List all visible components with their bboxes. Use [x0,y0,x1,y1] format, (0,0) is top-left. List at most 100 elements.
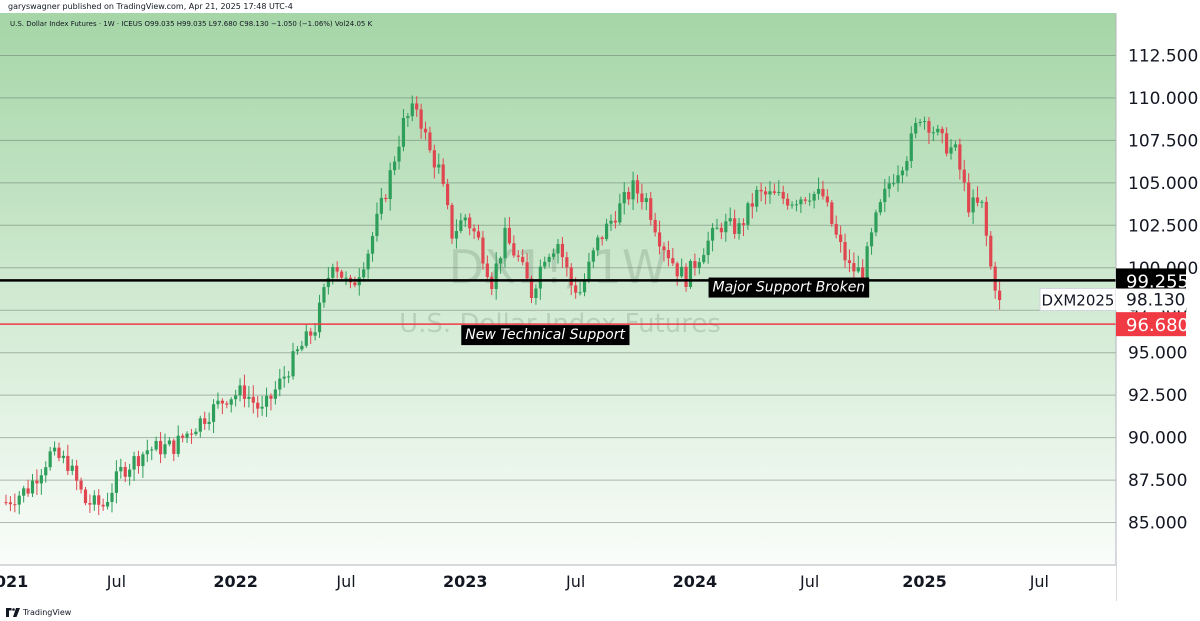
level-lines [0,279,1116,325]
price-labels: 99.255 96.680 DXM2025 98.130 [1039,268,1189,337]
candle [627,187,631,206]
x-tick-label: Jul [106,572,126,591]
candle [865,241,869,283]
candle [596,235,600,257]
candle [680,258,684,279]
candle [900,166,905,184]
candle [309,327,313,345]
candle [110,483,114,513]
candle [887,176,891,198]
x-tick-labels: 2021 Jul 2022 Jul 2023 Jul 2024 Jul 2025 Jul [0,572,1049,591]
candle [512,235,516,258]
candle [4,494,8,506]
candle [971,189,975,224]
new-support-price-tag [1116,312,1186,337]
y-tick-label: 107.500 [1128,131,1198,151]
candle [242,374,247,408]
candle [388,162,392,211]
candle [772,183,776,196]
candle [44,461,48,483]
candle [847,249,852,273]
x-tick-label: Jul [565,572,585,591]
candle [812,191,816,209]
candle [830,199,834,227]
candle [684,263,688,292]
x-tick-label: 2024 [673,572,718,591]
candle [768,181,772,204]
candle [282,365,286,388]
candle [521,249,525,266]
candle [79,477,83,494]
candle [468,213,472,236]
candle [291,342,295,380]
candle [905,156,909,177]
candle [52,441,57,456]
candle [207,412,211,431]
time-axis[interactable] [0,565,1116,601]
candle [247,385,251,408]
candle [922,116,927,130]
candle [697,257,701,275]
candle [671,247,675,266]
candle [136,450,141,474]
candle [953,141,958,151]
candle [61,450,66,464]
candle [591,247,595,269]
candle [48,446,52,471]
major-support-price-label: 99.255 [1126,271,1189,292]
candle [340,269,344,281]
tradingview-logo-icon [6,607,20,617]
x-tick-label: Jul [335,572,355,591]
publisher-caption: garyswagner published on TradingView.com… [8,2,293,11]
candle [998,281,1002,310]
candle [185,431,189,444]
candle [8,496,13,512]
candle [454,219,459,249]
plot-background [0,13,1116,601]
candle [88,494,92,513]
grid-lines [0,54,1116,524]
candle [914,117,918,139]
annotation-box [461,325,630,346]
candle [70,459,74,476]
candle [105,492,110,510]
candle [476,224,481,241]
candle [203,411,207,430]
candle [344,271,348,286]
candle [128,463,132,486]
annotation-text: New Technical Support [465,327,625,343]
candle [604,218,609,242]
x-tick-label: Jul [1029,572,1049,591]
candle [211,399,216,434]
candle [415,96,419,117]
y-tick-label: 110.000 [1128,89,1198,109]
candle [931,126,935,142]
candle [145,439,149,462]
candle [507,216,512,246]
candle [755,186,759,212]
candle [609,214,613,231]
candle [83,486,88,506]
candle [556,239,560,264]
candle [269,393,273,411]
annotations: Major Support Broken New Technical Suppor… [461,277,870,346]
candle [459,213,463,234]
candle [375,202,379,242]
candle [578,281,582,296]
candle [984,196,988,247]
candle [706,231,710,264]
y-tick-label: 90.000 [1128,429,1187,449]
candle [843,233,847,268]
candle [322,283,326,308]
candle [940,126,944,144]
candle [600,235,604,246]
candle [189,428,194,444]
candlestick-chart[interactable]: DX1!, 1W U.S. Dollar Index Futures Major… [0,13,1200,601]
candle [962,159,966,192]
candle [816,177,821,200]
candle [397,135,401,170]
candle [989,231,993,270]
candle [808,192,812,206]
candle [909,126,913,169]
candle [273,381,277,405]
